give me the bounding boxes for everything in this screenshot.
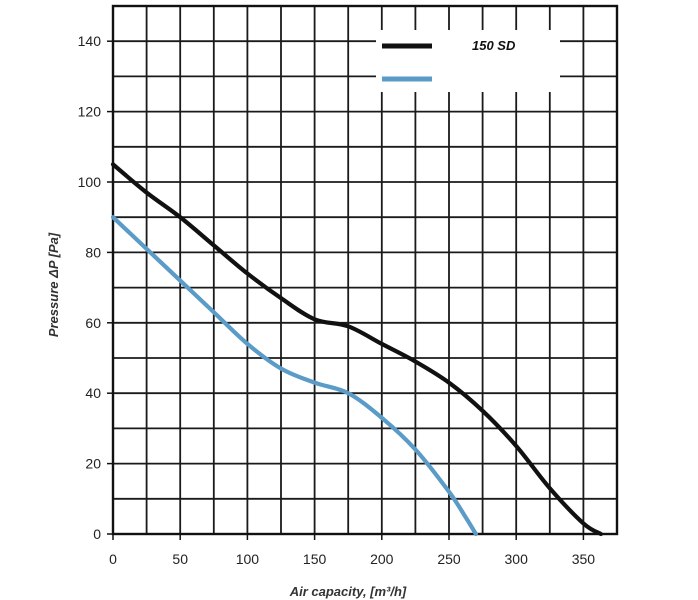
tick-labels: 0 50 100 150 200 250 300 350 0 20 40 60 80 100 120 140 <box>78 33 596 567</box>
x-tick-label: 350 <box>572 551 596 567</box>
y-tick-label: 120 <box>78 104 102 120</box>
grid <box>111 4 619 536</box>
x-tick-label: 200 <box>370 551 394 567</box>
legend-box <box>376 30 560 92</box>
y-tick-label: 60 <box>85 315 101 331</box>
series-line-blue <box>110 215 478 537</box>
y-axis-label: Pressure ΔP [Pa] <box>46 232 61 337</box>
x-tick-label: 250 <box>437 551 461 567</box>
y-tick-label: 80 <box>85 244 101 260</box>
series-layer <box>110 162 603 537</box>
x-tick-label: 0 <box>109 551 117 567</box>
legend-label-150sd: 150 SD <box>472 38 516 53</box>
y-tick-label: 0 <box>93 526 101 542</box>
x-tick-label: 50 <box>172 551 188 567</box>
x-tick-label: 100 <box>236 551 260 567</box>
x-tick-label: 300 <box>505 551 529 567</box>
x-tick-label: 150 <box>303 551 327 567</box>
legend: 150 SD <box>376 30 560 92</box>
x-axis-label: Air capacity, [m³/h] <box>289 584 407 599</box>
y-tick-label: 140 <box>78 33 102 49</box>
y-tick-label: 20 <box>85 456 101 472</box>
y-tick-label: 100 <box>78 174 102 190</box>
series-line-150sd <box>110 162 603 537</box>
y-tick-label: 40 <box>85 385 101 401</box>
plot-frame <box>111 4 619 536</box>
